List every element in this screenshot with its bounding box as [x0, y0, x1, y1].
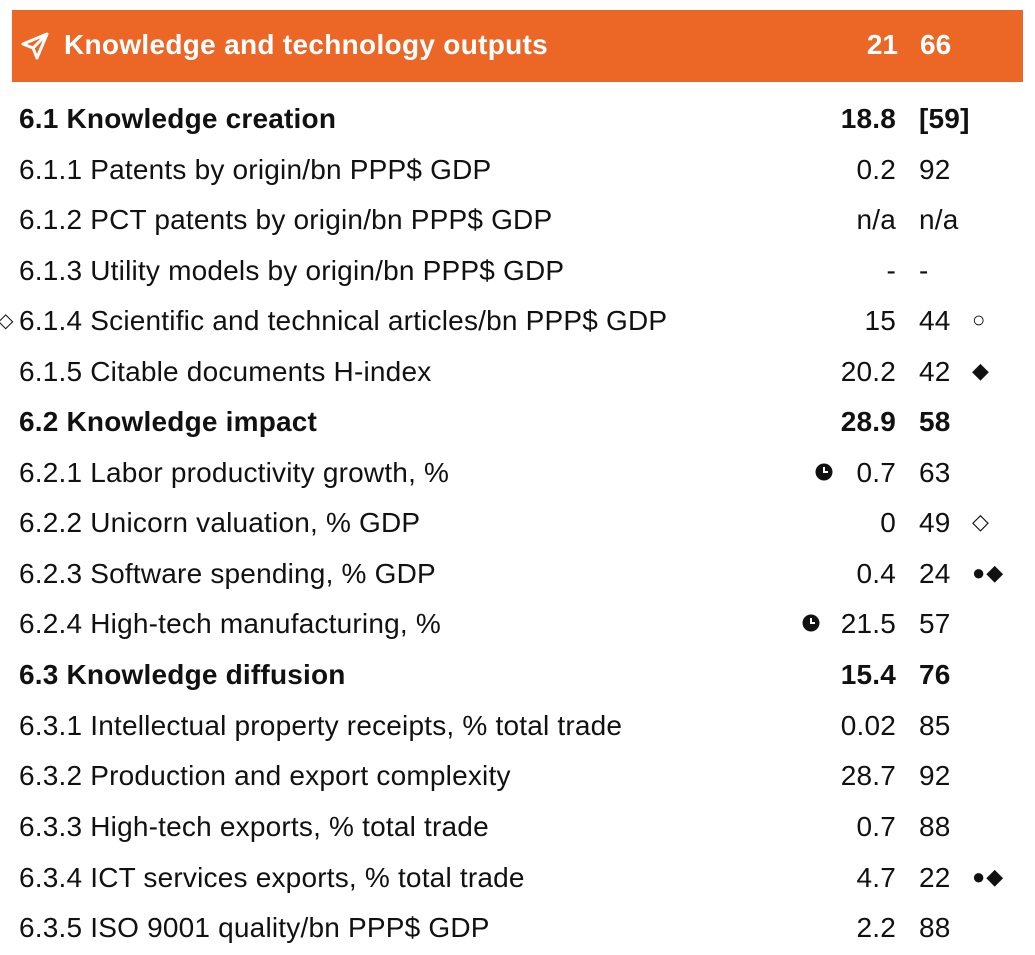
indicator-row: 6.3.3 High-tech exports, % total trade 0.… — [0, 804, 1035, 854]
indicator-score: 4.7 — [856, 862, 896, 893]
indicator-rank: 88 — [919, 912, 951, 943]
indicator-label: 6.1 Knowledge creation — [19, 103, 337, 134]
indicator-score: 0.2 — [856, 154, 896, 185]
indicator-rank: 88 — [919, 811, 951, 842]
indicator-row: 6.1.5 Citable documents H-index 20.2 42 ◆ — [0, 349, 1035, 399]
indicator-rank: 57 — [919, 608, 951, 639]
indicator-label: 6.2 Knowledge impact — [19, 406, 318, 437]
section-header: Knowledge and technology outputs 21 66 — [12, 10, 1023, 82]
indicator-score: 18.8 — [840, 103, 896, 134]
indicator-row: 6.2.4 High-tech manufacturing, % 21.5 57 — [0, 601, 1035, 651]
indicator-score: 15 — [864, 305, 896, 336]
indicator-score: 0.4 — [856, 558, 896, 589]
indicator-label: 6.1.1 Patents by origin/bn PPP$ GDP — [19, 154, 492, 185]
indicator-label: 6.1.3 Utility models by origin/bn PPP$ G… — [19, 255, 565, 286]
indicator-label: 6.2.3 Software spending, % GDP — [19, 558, 436, 589]
indicator-rank: 42 — [919, 356, 951, 387]
indicator-rank: 85 — [919, 710, 951, 741]
clock-icon — [815, 463, 833, 481]
indicator-label: 6.3.3 High-tech exports, % total trade — [19, 811, 489, 842]
indicator-label: 6.3.4 ICT services exports, % total trad… — [19, 862, 525, 893]
indicator-label: 6.1.4 Scientific and technical articles/… — [19, 305, 668, 336]
indicator-rank: 76 — [919, 659, 951, 690]
section-title: Knowledge and technology outputs — [64, 29, 549, 60]
category-row: 6.2 Knowledge impact 28.9 58 — [0, 399, 1035, 449]
category-row: 6.1 Knowledge creation 18.8 [59] — [0, 96, 1035, 146]
indicator-rank: 58 — [919, 406, 951, 437]
indicator-label: 6.3.1 Intellectual property receipts, % … — [19, 710, 623, 741]
strength-weakness-icon: ◇ — [972, 509, 990, 534]
indicator-score: 0.7 — [856, 811, 896, 842]
send-icon — [21, 32, 49, 60]
indicator-rank: 92 — [919, 760, 951, 791]
indicator-rank: n/a — [919, 204, 959, 235]
indicator-label: 6.3 Knowledge diffusion — [19, 659, 346, 690]
indicator-score: - — [886, 255, 896, 286]
indicator-label: 6.2.4 High-tech manufacturing, % — [19, 608, 441, 639]
indicator-label: 6.1.5 Citable documents H-index — [19, 356, 432, 387]
indicator-row: 6.2.1 Labor productivity growth, % 0.7 63 — [0, 450, 1035, 500]
indicator-rank: 63 — [919, 457, 951, 488]
indicator-row: 6.3.5 ISO 9001 quality/bn PPP$ GDP 2.2 88 — [0, 905, 1035, 955]
category-row: 6.3 Knowledge diffusion 15.4 76 — [0, 652, 1035, 702]
indicator-score: 20.2 — [840, 356, 896, 387]
indicator-row: 6.1.2 PCT patents by origin/bn PPP$ GDP n… — [0, 197, 1035, 247]
indicator-score: 28.7 — [840, 760, 896, 791]
indicator-score: 0.7 — [856, 457, 896, 488]
indicator-rank: 49 — [919, 507, 951, 538]
indicator-row: 6.2.3 Software spending, % GDP 0.4 24 ●◆ — [0, 551, 1035, 601]
indicator-row: 6.3.2 Production and export complexity 28… — [0, 753, 1035, 803]
section-rank: 66 — [920, 29, 952, 60]
strength-weakness-icon: ○ — [972, 307, 987, 332]
left-diamond-icon: ◇ — [0, 310, 14, 332]
clock-icon — [802, 614, 820, 632]
indicator-score: 21.5 — [840, 608, 896, 639]
indicator-label: 6.3.2 Production and export complexity — [19, 760, 511, 791]
indicator-score: 2.2 — [856, 912, 896, 943]
strength-weakness-icon: ●◆ — [972, 560, 1005, 585]
indicator-rank: [59] — [919, 103, 970, 134]
strength-weakness-icon: ●◆ — [972, 864, 1005, 889]
indicator-row: 6.1.3 Utility models by origin/bn PPP$ G… — [0, 248, 1035, 298]
indicator-row: 6.3.4 ICT services exports, % total trad… — [0, 855, 1035, 905]
indicator-label: 6.2.2 Unicorn valuation, % GDP — [19, 507, 421, 538]
indicator-score: n/a — [856, 204, 896, 235]
indicator-score: 28.9 — [840, 406, 896, 437]
indicator-rank: 22 — [919, 862, 951, 893]
section-score: 21 — [866, 29, 898, 60]
indicator-row: ◇ 6.1.4 Scientific and technical articles… — [0, 298, 1035, 348]
indicator-rank: - — [919, 255, 929, 286]
indicator-row: 6.1.1 Patents by origin/bn PPP$ GDP 0.2 92 — [0, 147, 1035, 197]
indicator-rank: 24 — [919, 558, 951, 589]
indicator-label: 6.2.1 Labor productivity growth, % — [19, 457, 450, 488]
indicator-score: 0.02 — [840, 710, 896, 741]
indicator-score: 15.4 — [840, 659, 896, 690]
indicator-score: 0 — [880, 507, 896, 538]
indicator-label: 6.1.2 PCT patents by origin/bn PPP$ GDP — [19, 204, 553, 235]
indicator-row: 6.3.1 Intellectual property receipts, % … — [0, 703, 1035, 753]
indicator-rank: 92 — [919, 154, 951, 185]
indicator-label: 6.3.5 ISO 9001 quality/bn PPP$ GDP — [19, 912, 490, 943]
strength-weakness-icon: ◆ — [972, 358, 990, 383]
indicator-rank: 44 — [919, 305, 951, 336]
indicator-row: 6.2.2 Unicorn valuation, % GDP 0 49 ◇ — [0, 500, 1035, 550]
